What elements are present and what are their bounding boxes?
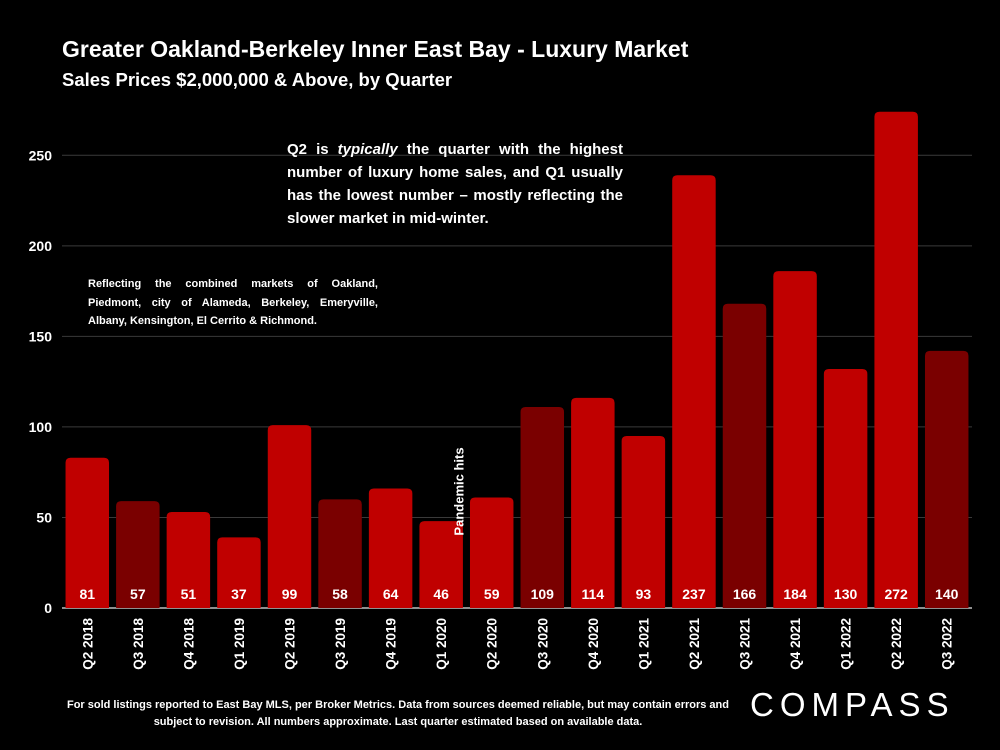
x-tick-label: Q1 2019 [232,618,247,670]
bar-value-label: 272 [884,586,908,602]
y-tick-label: 0 [44,600,52,616]
bar-value-label: 130 [834,586,858,602]
footnote: For sold listings reported to East Bay M… [66,699,729,728]
x-tick-label: Q2 2019 [283,618,298,670]
x-tick-label: Q2 2022 [889,618,904,670]
y-tick-label: 250 [29,147,53,163]
y-tick-label: 50 [36,509,52,525]
x-tick-label: Q3 2018 [131,618,146,670]
bar-value-label: 166 [733,586,757,602]
bar [773,271,817,608]
x-tick-label: Q3 2022 [940,618,955,670]
bar [571,397,615,608]
bar-value-label: 140 [935,586,959,602]
chart-title: Greater Oakland-Berkeley Inner East Bay … [62,36,689,62]
annotation-markets-note: Reflecting the combined markets of Oakla… [88,278,378,327]
compass-logo: COMPASS [750,686,955,723]
bar-value-label: 64 [383,586,399,602]
bar-value-label: 81 [79,586,95,602]
x-tick-label: Q3 2021 [738,618,753,670]
bar [722,303,767,608]
bar [621,435,666,608]
x-tick-label: Q1 2020 [434,618,449,670]
bar-value-label: 237 [682,586,706,602]
chart-subtitle: Sales Prices $2,000,000 & Above, by Quar… [62,69,453,90]
x-tick-label: Q4 2018 [181,618,196,670]
x-tick-label: Q4 2019 [384,618,399,670]
pandemic-hits-label: Pandemic hits [452,447,467,535]
x-tick-label: Q3 2020 [535,618,550,670]
bar-value-label: 93 [636,586,652,602]
bar [469,497,514,608]
bar [267,425,312,608]
bar [65,457,110,608]
bar-value-label: 57 [130,586,146,602]
x-tick-label: Q1 2021 [636,618,651,670]
annotation-q2-note-pre: Q2 is [287,141,338,158]
bar [419,521,463,608]
bar-value-label: 37 [231,586,247,602]
bar [217,537,261,608]
y-tick-label: 150 [29,328,53,344]
x-tick-label: Q2 2020 [485,618,500,670]
y-tick-label: 200 [29,238,53,254]
annotation-q2-note-emphasis: typically [337,141,398,158]
x-tick-label: Q2 2021 [687,618,702,670]
bar [318,499,362,608]
bar-value-label: 109 [531,586,555,602]
bar [368,488,413,608]
bar [116,501,160,608]
annotation-q2-note: Q2 is typically the quarter with the hig… [287,138,623,230]
bar-value-label: 51 [181,586,197,602]
bar-value-label: 46 [433,586,449,602]
bar-value-label: 184 [783,586,807,602]
bar-value-label: 58 [332,586,348,602]
y-tick-label: 100 [29,419,53,435]
bar [166,512,211,608]
bar [520,406,565,608]
annotation-q2-note-post: the quarter with the highest number of l… [287,141,623,227]
x-tick-label: Q4 2021 [788,618,803,670]
bar [924,350,969,608]
x-tick-label: Q2 2018 [80,618,95,670]
bar-value-label: 99 [282,586,298,602]
bar-value-label: 114 [582,586,605,602]
bar [874,111,918,608]
bar-value-label: 59 [484,586,500,602]
bar [672,175,716,608]
bar [823,368,868,608]
x-tick-label: Q3 2019 [333,618,348,670]
x-tick-label: Q1 2022 [839,618,854,670]
x-tick-label: Q4 2020 [586,618,601,670]
